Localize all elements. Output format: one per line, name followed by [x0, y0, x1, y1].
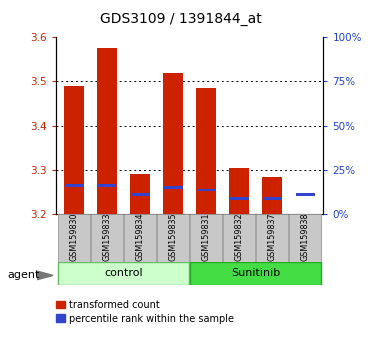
Bar [289, 214, 321, 262]
Bar [157, 214, 189, 262]
Text: GSM159834: GSM159834 [136, 213, 144, 261]
Bar [97, 48, 117, 214]
Bar [131, 193, 149, 196]
Bar [164, 186, 182, 189]
Bar [64, 86, 84, 214]
Text: GSM159837: GSM159837 [268, 213, 277, 261]
Bar [197, 189, 216, 191]
Text: GDS3109 / 1391844_at: GDS3109 / 1391844_at [100, 12, 262, 27]
Bar [263, 198, 281, 200]
Text: GSM159830: GSM159830 [70, 213, 79, 261]
Text: GSM159831: GSM159831 [202, 213, 211, 261]
Text: GSM159835: GSM159835 [169, 213, 177, 261]
Bar [98, 184, 116, 187]
Text: agent: agent [8, 270, 40, 280]
Text: control: control [104, 268, 143, 279]
Bar [130, 175, 150, 214]
Bar [58, 262, 189, 285]
Bar [230, 198, 249, 200]
Bar [196, 88, 216, 214]
Text: GSM159832: GSM159832 [235, 213, 244, 261]
Bar [229, 168, 249, 214]
Text: Sunitinib: Sunitinib [231, 268, 280, 279]
Bar [296, 193, 315, 196]
Bar [163, 73, 183, 214]
Text: GSM159838: GSM159838 [301, 213, 310, 261]
Bar [65, 184, 84, 187]
Bar [262, 177, 282, 214]
Bar [190, 214, 222, 262]
Bar [223, 214, 255, 262]
Bar [124, 214, 156, 262]
Bar [190, 262, 321, 285]
Polygon shape [37, 271, 53, 280]
Bar [58, 214, 90, 262]
Bar [91, 214, 123, 262]
Legend: transformed count, percentile rank within the sample: transformed count, percentile rank withi… [55, 299, 236, 325]
Text: GSM159833: GSM159833 [102, 213, 112, 261]
Bar [256, 214, 288, 262]
